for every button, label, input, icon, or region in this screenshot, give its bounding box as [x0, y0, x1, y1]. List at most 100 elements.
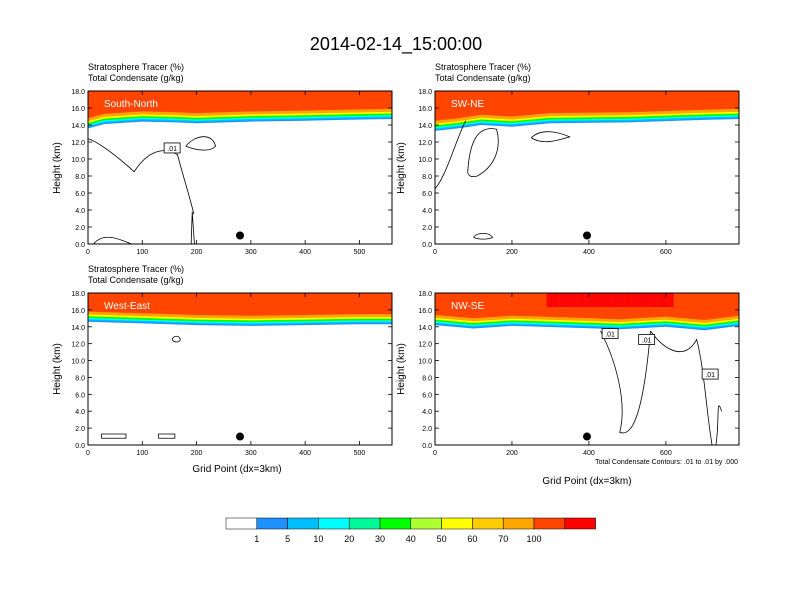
tracer-band: [88, 91, 392, 119]
y-tick-label: 10.0: [71, 157, 85, 164]
plot-frame: [434, 292, 740, 446]
colorbar-swatch: [472, 517, 504, 530]
contour-label: .01: [167, 146, 177, 153]
condensate-contour: [530, 131, 571, 143]
y-tick-label: 12.0: [71, 342, 85, 349]
y-axis-label: Height (km): [396, 142, 407, 194]
y-tick-label: 0.0: [422, 242, 432, 249]
tracer-stripe: [646, 293, 649, 307]
x-tick-label: 400: [299, 249, 311, 256]
colorbar-label: 1: [254, 534, 259, 544]
y-tick-label: 14.0: [71, 123, 85, 130]
tracer-stripe: [631, 293, 634, 307]
colorbar-swatch: [410, 517, 442, 530]
x-tick-label: 0: [433, 249, 437, 256]
condensate-contour: [101, 433, 127, 439]
x-tick-label: 0: [86, 249, 90, 256]
colorbar-label: 50: [437, 534, 447, 544]
colorbar-swatch: [318, 517, 350, 530]
y-tick-label: 4.0: [422, 208, 432, 215]
tracer-stripe: [665, 293, 668, 307]
colorbar-label: 60: [467, 534, 477, 544]
x-tick-label: 500: [354, 249, 366, 256]
tracer-stripe: [648, 293, 651, 307]
y-tick-label: 14.0: [418, 123, 432, 130]
y-tick-label: 12.0: [71, 140, 85, 147]
tracer-stripe: [629, 293, 632, 307]
y-tick-label: 8.0: [422, 174, 432, 181]
y-tick-label: 0.0: [422, 443, 432, 450]
tracer-stripe: [574, 293, 577, 307]
y-tick-label: 16.0: [418, 106, 432, 113]
tracer-stripe: [605, 293, 608, 307]
tracer-stripe: [612, 293, 615, 307]
y-axis-label: Height (km): [52, 343, 63, 395]
contour-label-box: [601, 328, 619, 339]
y-tick-label: 16.0: [418, 308, 432, 315]
colorbar-swatch: [441, 517, 473, 530]
colorbar-swatch: [379, 517, 412, 530]
colorbar-label: 10: [313, 534, 323, 544]
contour-label: .01: [642, 337, 652, 344]
y-tick-label: 18.0: [418, 291, 432, 298]
colorbar: 1 5 10 20 30 40 50 60 70 100: [225, 517, 596, 544]
colorbar-label: 5: [285, 534, 290, 544]
x-tick-label: 300: [245, 249, 257, 256]
tracer-stripe: [654, 293, 657, 307]
tracer-stripe: [635, 293, 638, 307]
plot-area: West-East 0.0 2.0 4.0 6.0 8.0 10.0 12.0 14.0 16.0…: [71, 291, 393, 457]
condensate-contour: [473, 232, 494, 240]
colorbar-label: 100: [526, 534, 541, 544]
contour-note: Total Condensate Contours: .01 to .01 by…: [595, 459, 738, 466]
tracer-band: [88, 293, 392, 316]
plot-frame: [87, 292, 393, 446]
tracer-stripe: [578, 293, 581, 307]
y-tick-label: 10.0: [418, 157, 432, 164]
tracer-stripe: [561, 293, 564, 307]
y-axis-label: Height (km): [396, 343, 407, 395]
tracer-stripe: [607, 293, 610, 307]
tracer-stripe: [576, 293, 579, 307]
y-tick-label: 4.0: [75, 409, 85, 416]
panel-label: SW-NE: [451, 99, 484, 110]
tracer-stripe: [571, 293, 574, 307]
panel-subtitle-condensate: Total Condensate (g/kg): [88, 275, 184, 285]
x-tick-label: 200: [191, 249, 203, 256]
tracer-stripe: [656, 293, 659, 307]
tracer-stripe: [637, 293, 640, 307]
colorbar-swatch: [564, 517, 596, 530]
location-marker: [236, 432, 244, 441]
tracer-stripe: [591, 293, 594, 307]
colorbar-label: 30: [375, 534, 385, 544]
tracer-stripe: [610, 293, 613, 307]
x-tick-label: 500: [354, 450, 366, 457]
colorbar-label: 40: [406, 534, 416, 544]
tracer-stripe: [633, 293, 636, 307]
location-marker: [236, 231, 244, 240]
tracer-stripe: [597, 293, 600, 307]
y-tick-label: 2.0: [422, 426, 432, 433]
tracer-stripe: [601, 293, 604, 307]
tracer-stripe: [595, 293, 598, 307]
condensate-contour: [158, 433, 176, 439]
tracer-stripe: [586, 293, 589, 307]
tracer-stripe: [616, 293, 619, 307]
tracer-stripe: [618, 293, 621, 307]
colorbar-swatch: [533, 517, 566, 530]
tracer-stripe: [584, 293, 587, 307]
condensate-contour: [434, 120, 467, 190]
panel-sw-ne: Stratosphere Tracer (%) Total Condensate…: [396, 62, 740, 256]
colorbar-swatch: [256, 517, 288, 530]
tracer-stripe: [550, 293, 553, 307]
contour-label: .01: [605, 332, 615, 339]
tracer-stripe: [603, 293, 606, 307]
tracer-stripe: [614, 293, 617, 307]
tracer-stripe: [650, 293, 653, 307]
panel-label: South-North: [104, 99, 158, 110]
panel-subtitle-tracer: Stratosphere Tracer (%): [435, 62, 531, 72]
tracer-stripe: [593, 293, 596, 307]
plot-area: .01 .01 .01 NW-SE 0.0 2.0 4.0 6.0 8.0 10.0 12.0 14.…: [418, 291, 740, 457]
condensate-contour: [600, 330, 651, 434]
y-tick-label: 2.0: [75, 426, 85, 433]
y-tick-label: 12.0: [418, 342, 432, 349]
